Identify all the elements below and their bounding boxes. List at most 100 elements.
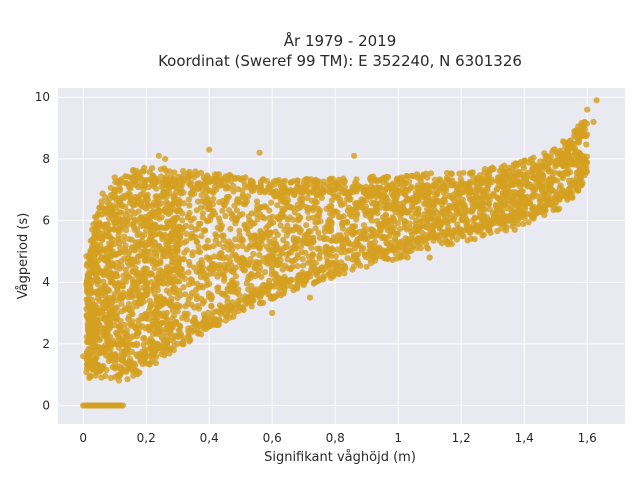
data-point	[409, 204, 416, 211]
data-point	[224, 294, 231, 301]
data-point	[510, 161, 517, 168]
data-point	[111, 290, 118, 298]
data-point	[168, 229, 175, 236]
data-point	[93, 274, 101, 281]
data-point	[395, 206, 402, 213]
data-point	[393, 255, 400, 262]
data-point	[106, 324, 113, 331]
data-point	[210, 195, 217, 202]
data-point	[486, 206, 493, 213]
data-point	[129, 175, 136, 182]
data-point	[461, 189, 468, 196]
data-point	[214, 284, 221, 291]
data-point	[136, 292, 143, 299]
data-point	[334, 209, 341, 216]
data-point	[96, 336, 103, 343]
data-point	[110, 210, 117, 217]
data-point	[308, 176, 315, 183]
data-point	[460, 204, 467, 211]
data-point	[195, 220, 202, 227]
data-point	[183, 230, 190, 237]
data-point	[139, 323, 146, 330]
data-point	[524, 210, 531, 217]
data-point	[124, 376, 131, 383]
data-point	[381, 255, 388, 262]
data-point	[379, 196, 386, 204]
data-point	[368, 233, 375, 240]
data-point	[294, 183, 301, 190]
data-point	[192, 226, 199, 233]
data-point	[520, 165, 528, 172]
data-point	[235, 199, 242, 206]
y-tick-label: 4	[42, 275, 50, 289]
data-point	[373, 178, 380, 185]
data-point	[141, 247, 149, 254]
data-point	[216, 250, 223, 257]
data-point	[377, 232, 384, 239]
data-point	[213, 308, 220, 315]
data-point	[160, 278, 167, 285]
data-point	[557, 147, 564, 154]
data-point	[193, 292, 200, 299]
data-point	[123, 227, 130, 234]
data-point	[417, 178, 424, 185]
data-point	[122, 246, 129, 253]
data-point	[230, 188, 237, 195]
y-tick-label: 0	[42, 399, 50, 413]
data-point	[187, 190, 194, 197]
data-point	[117, 244, 124, 251]
data-point	[577, 174, 585, 182]
data-point	[179, 217, 186, 224]
data-point	[213, 173, 220, 180]
data-point	[185, 258, 193, 265]
data-point	[157, 343, 165, 350]
data-point	[288, 248, 295, 256]
data-point	[174, 303, 181, 310]
data-point	[574, 186, 582, 193]
data-point	[266, 277, 273, 284]
data-point	[412, 210, 419, 217]
data-point	[274, 202, 281, 209]
data-point	[270, 247, 277, 254]
data-point	[384, 197, 391, 204]
data-point	[157, 230, 164, 237]
data-point-outlier	[269, 309, 276, 317]
data-point	[521, 195, 528, 202]
data-point	[460, 227, 467, 234]
data-point	[226, 207, 233, 214]
data-point	[471, 179, 478, 186]
data-point	[257, 228, 264, 235]
data-point	[266, 214, 273, 222]
data-point	[212, 231, 219, 238]
data-point	[326, 189, 333, 196]
data-point	[344, 219, 351, 226]
data-point	[85, 296, 92, 304]
data-point	[162, 176, 169, 183]
data-point	[522, 205, 529, 212]
data-point	[516, 172, 523, 179]
data-point	[541, 192, 548, 199]
data-point	[301, 177, 308, 184]
data-point	[83, 253, 90, 260]
data-point	[171, 194, 178, 202]
data-point	[420, 235, 427, 242]
data-point	[529, 205, 537, 212]
data-point	[180, 335, 187, 342]
data-point	[95, 233, 102, 240]
data-point	[577, 129, 585, 137]
data-point	[521, 157, 528, 164]
data-point	[89, 338, 97, 345]
data-point-outlier	[306, 294, 314, 301]
data-point	[145, 184, 152, 191]
data-point	[116, 215, 123, 222]
data-point	[513, 202, 520, 209]
data-point	[187, 217, 195, 224]
data-point	[229, 212, 236, 219]
data-point	[451, 197, 458, 204]
data-point	[134, 231, 141, 238]
data-point	[404, 248, 411, 255]
data-point	[220, 290, 227, 297]
data-point	[414, 196, 422, 203]
y-tick-label: 6	[42, 214, 50, 228]
data-point	[284, 222, 291, 229]
